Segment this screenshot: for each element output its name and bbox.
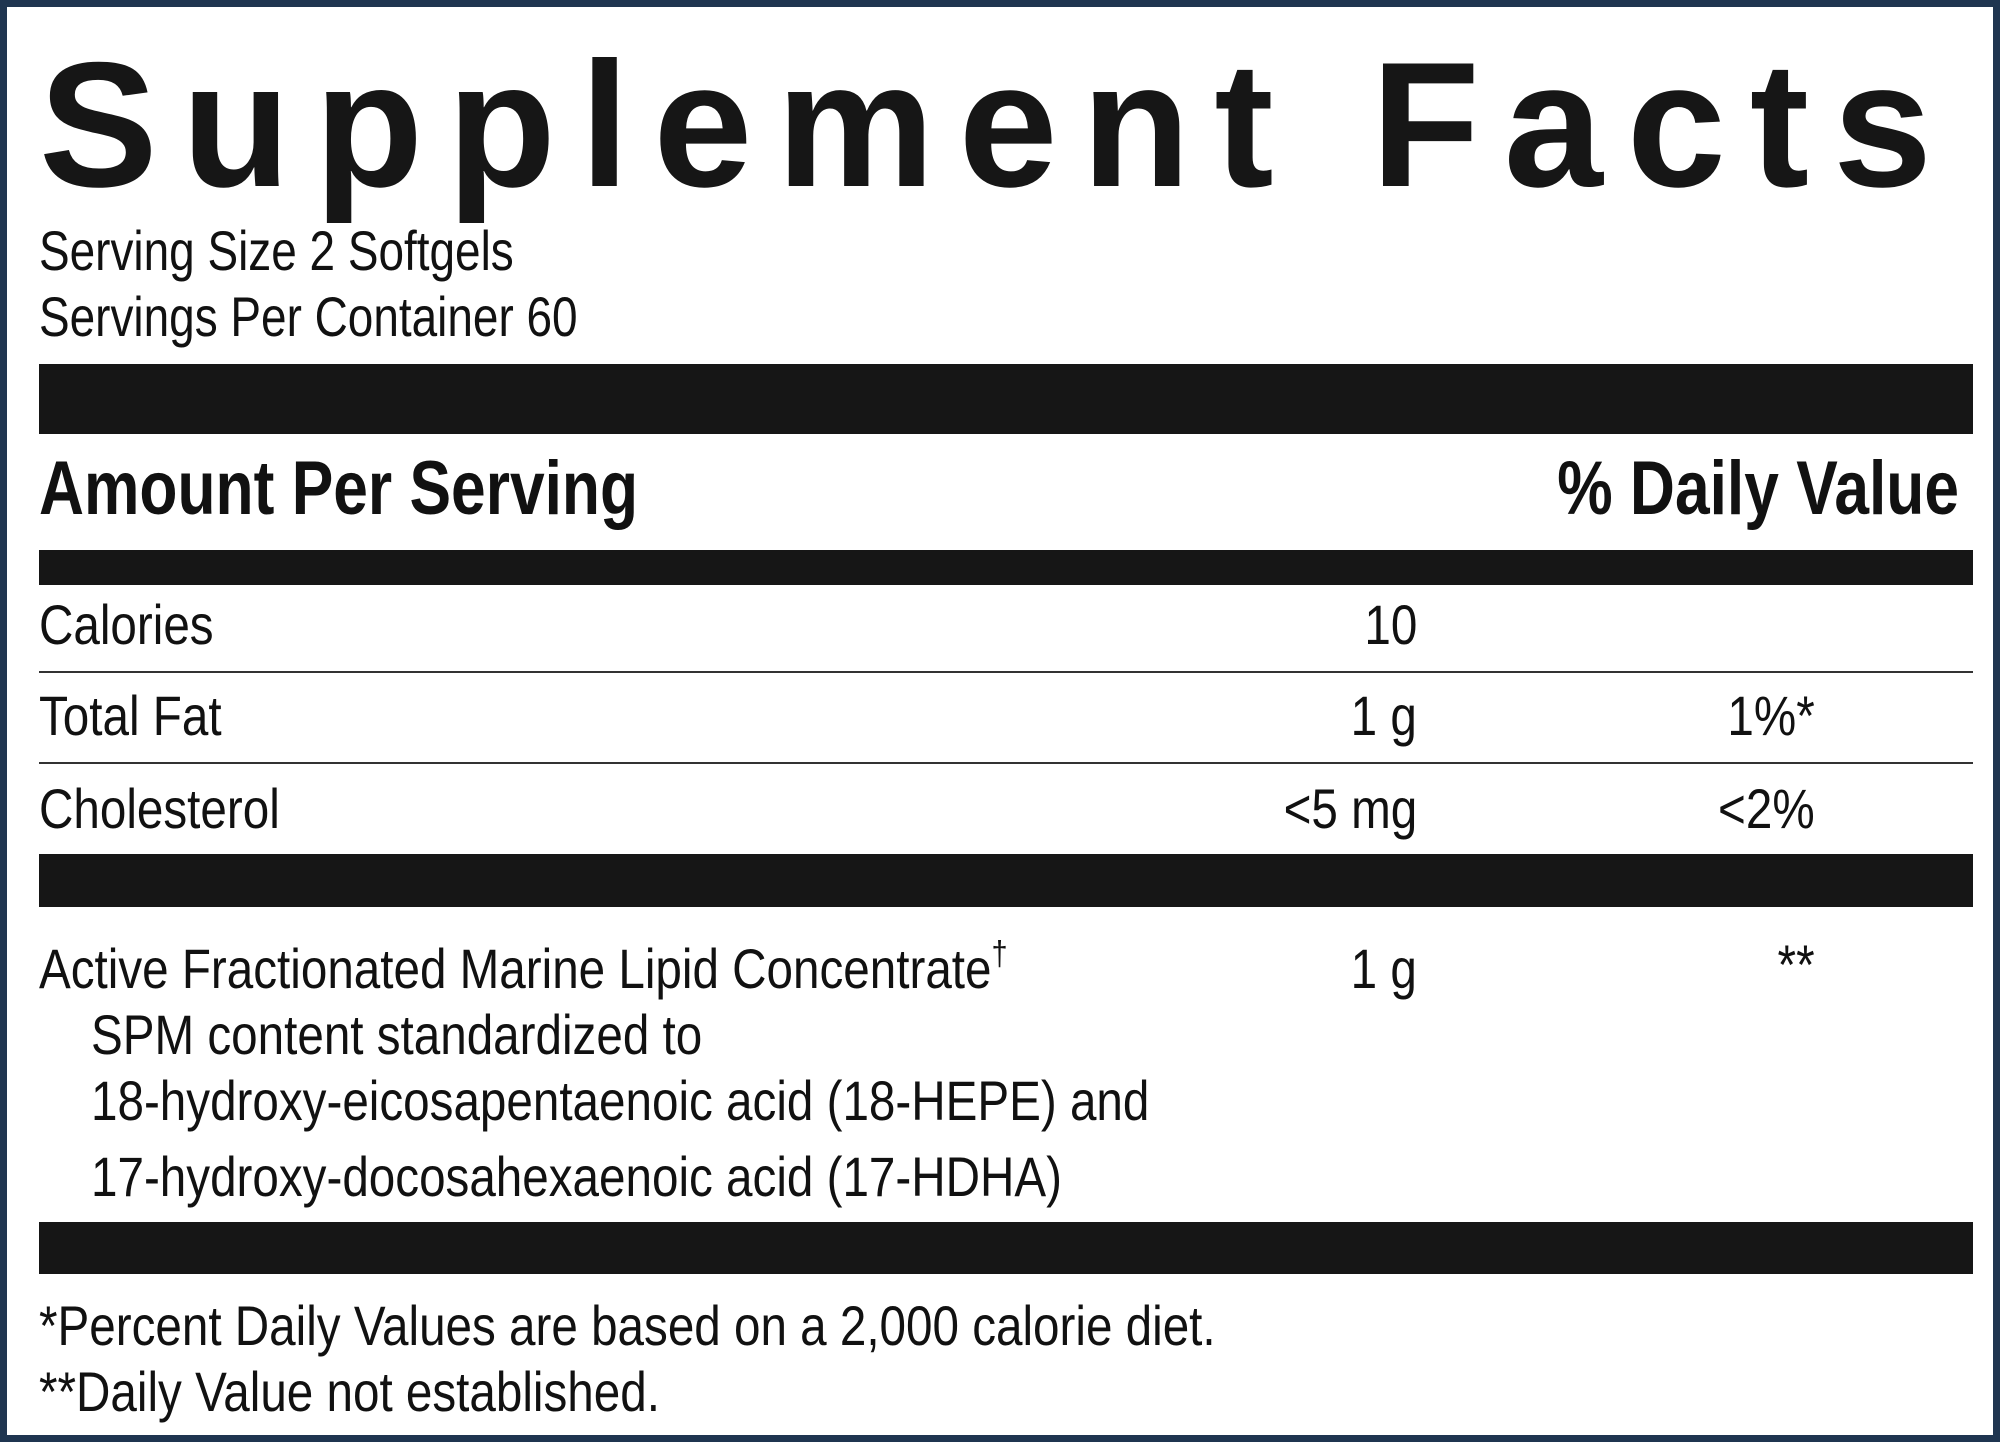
ingredient-daily-value: ** (1777, 933, 1815, 996)
daily-value-header: % Daily Value (1557, 446, 1959, 531)
thick-divider-top (39, 364, 1973, 434)
thick-divider-middle (39, 854, 1973, 907)
total-fat-amount: 1 g (1350, 684, 1417, 747)
calories-amount: 10 (1364, 593, 1417, 656)
medium-divider (39, 550, 1973, 585)
dagger-mark: † (991, 935, 1008, 973)
ingredient-detail-line: SPM content standardized to (91, 1003, 703, 1066)
ingredient-amount: 1 g (1350, 937, 1417, 1000)
cholesterol-daily-value: <2% (1718, 777, 1815, 840)
footnote-daily-values: *Percent Daily Values are based on a 2,0… (39, 1294, 1216, 1357)
panel-title: Supplement Facts (39, 25, 1957, 224)
total-fat-label: Total Fat (39, 684, 222, 747)
ingredient-detail-line: 17-hydroxy-docosahexaenoic acid (17-HDHA… (91, 1145, 1062, 1208)
row-divider (39, 762, 1973, 764)
amount-per-serving-header: Amount Per Serving (39, 446, 639, 531)
cholesterol-label: Cholesterol (39, 777, 280, 840)
thick-divider-bottom (39, 1222, 1973, 1274)
total-fat-daily-value: 1%* (1727, 684, 1815, 747)
ingredient-name-text: Active Fractionated Marine Lipid Concent… (39, 937, 992, 1000)
ingredient-name: Active Fractionated Marine Lipid Concent… (39, 937, 1008, 1001)
calories-label: Calories (39, 593, 214, 656)
ingredient-detail-line: 18-hydroxy-eicosapentaenoic acid (18-HEP… (91, 1069, 1150, 1132)
row-divider (39, 671, 1973, 673)
cholesterol-amount: <5 mg (1283, 777, 1417, 840)
serving-size: Serving Size 2 Softgels (39, 219, 514, 282)
footnote-not-established: **Daily Value not established. (39, 1360, 660, 1423)
panel-content: Supplement Facts Serving Size 2 Softgels… (39, 7, 1973, 1435)
servings-per-container: Servings Per Container 60 (39, 285, 578, 348)
